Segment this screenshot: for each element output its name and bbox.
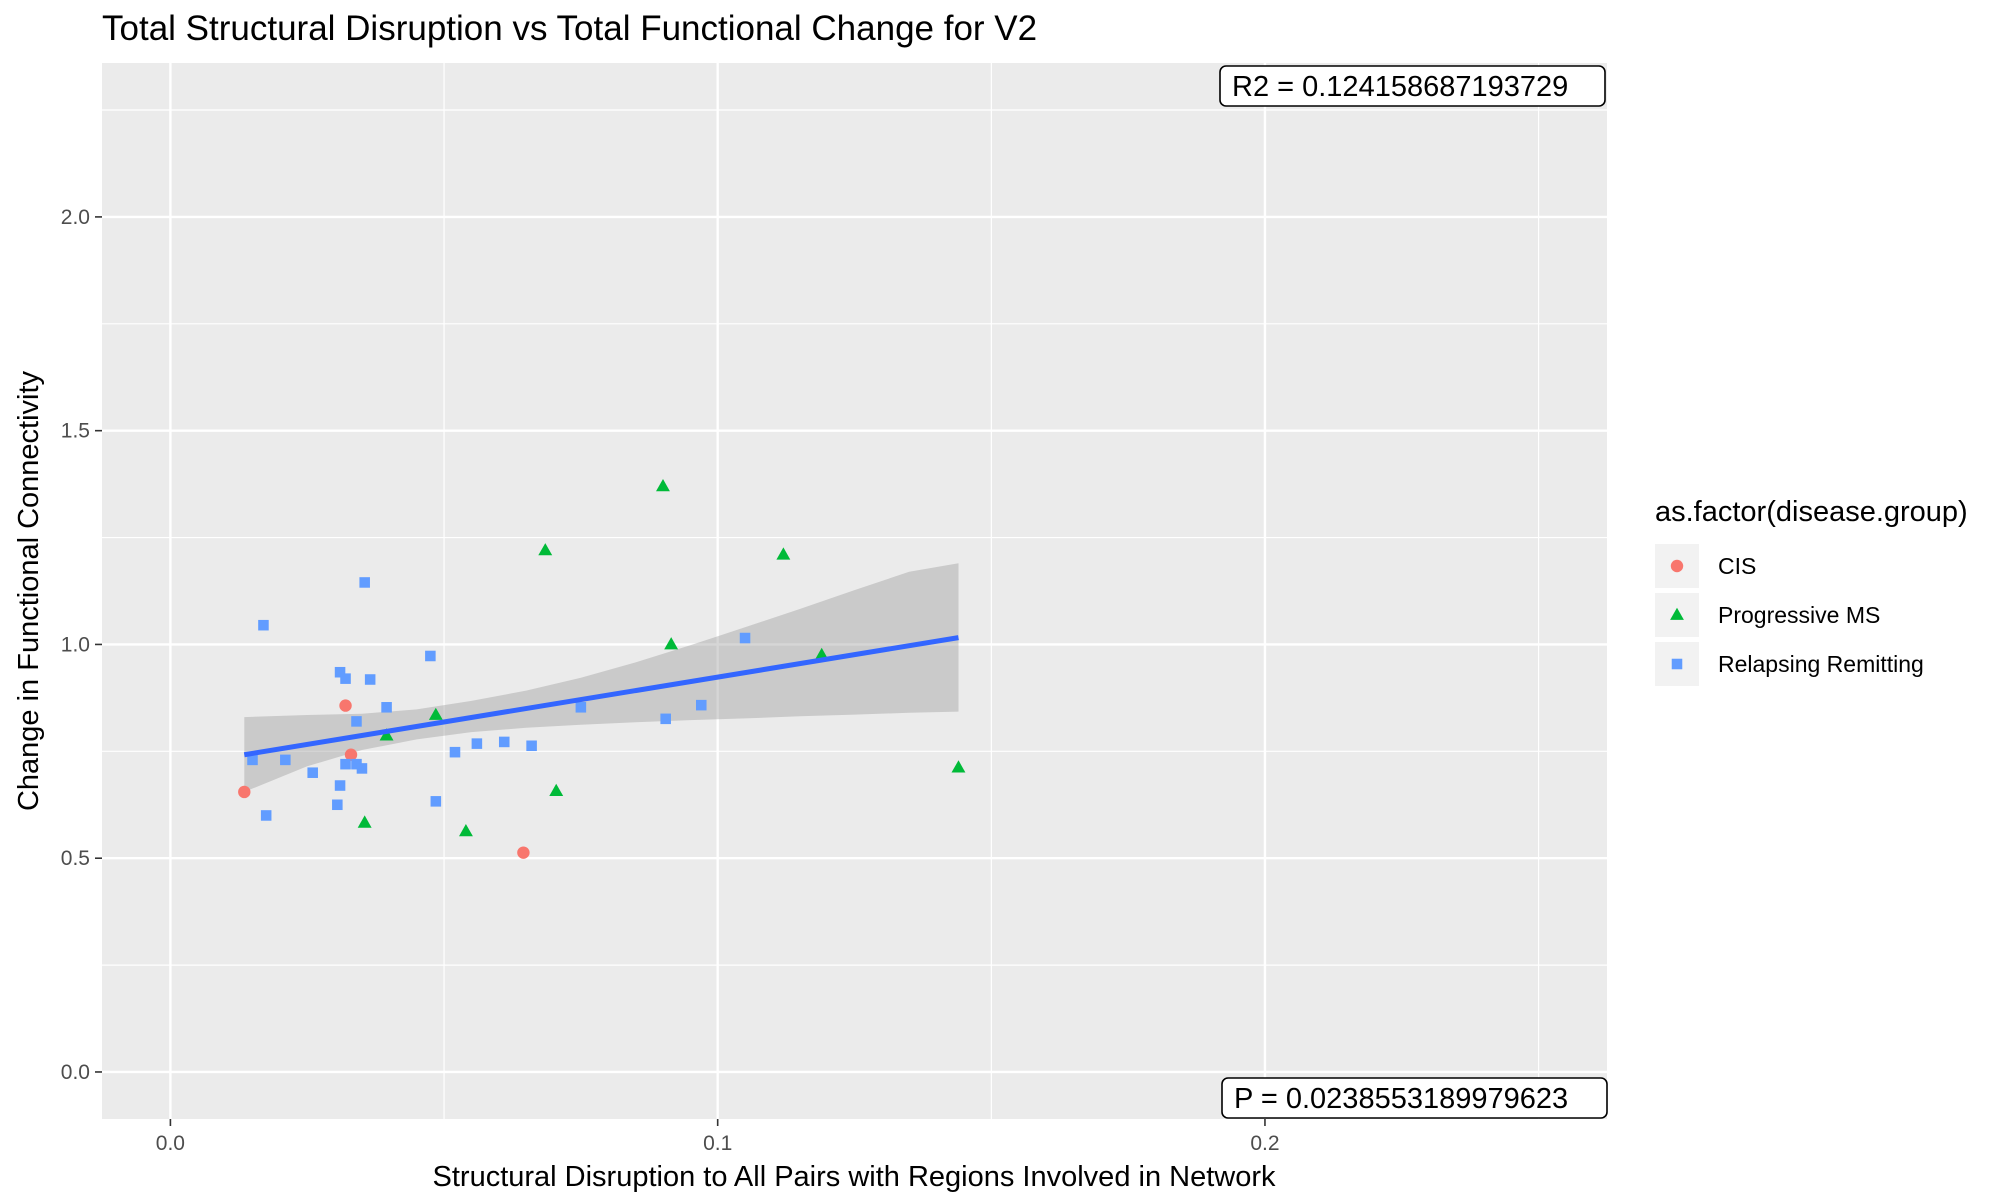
legend-key-relapsing-remitting: [1671, 658, 1683, 670]
point-relapsing-remitting: [351, 758, 362, 770]
point-relapsing-remitting: [247, 754, 258, 766]
x-axis-ticks: 0.0 0.1 0.2: [156, 1119, 1280, 1155]
point-progressive-ms: [951, 760, 966, 773]
legend: as.factor(disease.group) CIS Progressive …: [1655, 496, 1968, 686]
point-relapsing-remitting: [430, 796, 442, 807]
r2-annotation: R2 = 0.124158687193729: [1219, 65, 1606, 107]
x-tick-label: 0.0: [156, 1132, 185, 1155]
point-progressive-ms: [538, 543, 553, 556]
point-relapsing-remitting: [332, 799, 343, 811]
point-progressive-ms: [459, 824, 473, 837]
point-relapsing-remitting: [340, 758, 351, 770]
point-relapsing-remitting: [471, 738, 483, 749]
y-axis-title: Change in Functional Connectivity: [13, 370, 45, 811]
point-cis: [344, 748, 358, 761]
legend-label-relapsing-remitting: Relapsing Remitting: [1718, 651, 1924, 677]
point-relapsing-remitting: [526, 740, 537, 752]
confidence-band: [244, 563, 959, 792]
p-annotation-box: [1221, 1077, 1608, 1119]
legend-label-progressive-ms: Progressive MS: [1718, 602, 1880, 628]
point-relapsing-remitting: [334, 780, 346, 791]
point-progressive-ms: [357, 815, 372, 828]
legend-item-progressive-ms: Progressive MS: [1655, 593, 1880, 637]
point-relapsing-remitting: [498, 736, 510, 748]
point-relapsing-remitting: [340, 673, 351, 684]
regression-line: [243, 635, 959, 758]
point-progressive-ms: [549, 783, 564, 796]
point-relapsing-remitting: [359, 577, 370, 588]
annotations: R2 = 0.124158687193729 P = 0.02385531899…: [1219, 65, 1608, 1119]
legend-key-progressive-ms: [1670, 607, 1684, 620]
point-relapsing-remitting: [739, 632, 751, 644]
point-cis: [238, 785, 251, 799]
point-relapsing-remitting: [307, 767, 318, 778]
point-progressive-ms: [379, 728, 394, 741]
y-tick-label: 2.0: [61, 206, 90, 229]
y-tick-label: 0.5: [61, 847, 90, 870]
y-tick-label: 1.0: [61, 633, 90, 656]
x-tick-label: 0.2: [1250, 1132, 1279, 1155]
point-relapsing-remitting: [381, 702, 392, 713]
legend-label-cis: CIS: [1718, 553, 1756, 579]
point-relapsing-remitting: [660, 713, 671, 725]
point-progressive-ms: [776, 547, 791, 560]
major-gridlines: [102, 63, 1607, 1119]
point-progressive-ms: [656, 479, 670, 492]
point-relapsing-remitting: [356, 763, 368, 774]
legend-item-cis: CIS: [1655, 544, 1756, 588]
legend-key-cis: [1670, 559, 1684, 573]
legend-item-relapsing-remitting: Relapsing Remitting: [1655, 642, 1924, 686]
points-layer: [238, 479, 966, 859]
point-relapsing-remitting: [575, 702, 587, 713]
p-annotation-text: P = 0.0238553189979623: [1234, 1083, 1568, 1115]
y-tick-label: 0.0: [61, 1061, 90, 1084]
point-relapsing-remitting: [425, 650, 436, 662]
legend-title: as.factor(disease.group): [1655, 496, 1968, 528]
point-relapsing-remitting: [364, 674, 376, 685]
point-progressive-ms: [664, 637, 679, 650]
point-progressive-ms: [428, 707, 443, 720]
r2-annotation-box: [1219, 65, 1606, 107]
fit-line-layer: [243, 635, 959, 758]
x-tick-label: 0.1: [703, 1132, 732, 1155]
point-relapsing-remitting: [695, 699, 707, 711]
chart-title: Total Structural Disruption vs Total Fun…: [102, 9, 1037, 48]
x-axis-title: Structural Disruption to All Pairs with …: [433, 1161, 1276, 1193]
point-relapsing-remitting: [351, 716, 362, 727]
r2-annotation-text: R2 = 0.124158687193729: [1232, 71, 1568, 103]
y-axis-ticks: 0.0 0.5 1.0 1.5 2.0: [61, 206, 102, 1084]
point-relapsing-remitting: [449, 746, 461, 758]
plot-panel: [102, 63, 1607, 1119]
point-relapsing-remitting: [258, 619, 269, 631]
legend-items: CIS Progressive MS Relapsing Remitting: [1655, 544, 1924, 686]
point-cis: [339, 699, 352, 712]
point-relapsing-remitting: [260, 810, 272, 821]
p-annotation: P = 0.0238553189979623: [1221, 1077, 1608, 1119]
point-relapsing-remitting: [334, 666, 346, 678]
point-cis: [517, 846, 530, 859]
point-relapsing-remitting: [280, 754, 291, 766]
y-tick-label: 1.5: [61, 420, 90, 443]
confidence-band-layer: [244, 563, 959, 792]
